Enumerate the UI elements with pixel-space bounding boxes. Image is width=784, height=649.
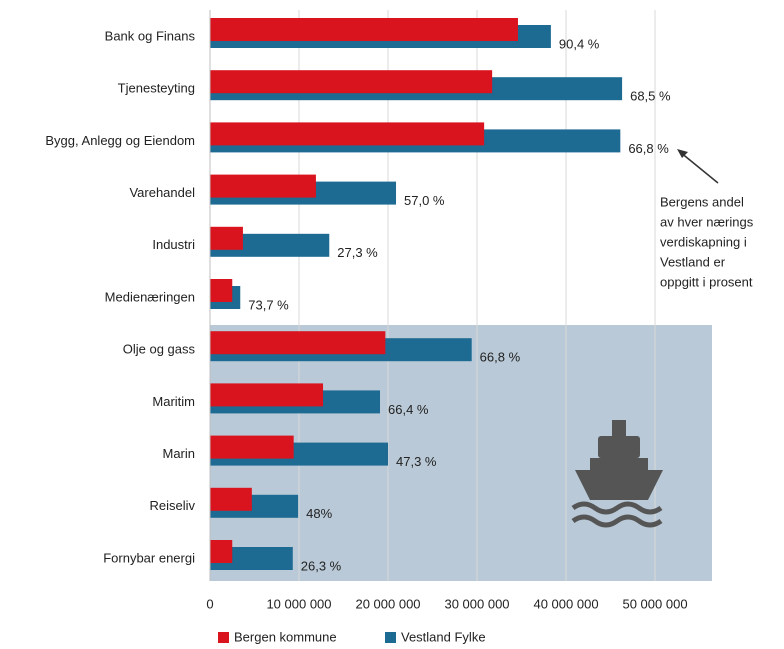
bar: [210, 174, 316, 198]
share-label: 68,5 %: [630, 89, 671, 104]
y-tick-label: Bygg, Anlegg og Eiendom: [45, 133, 195, 148]
share-label: 26,3 %: [301, 558, 342, 573]
bar: [210, 279, 233, 302]
legend-swatch: [218, 632, 229, 643]
annotation: Vestland er: [660, 254, 726, 269]
y-tick-label: Maritim: [152, 394, 195, 409]
bar: [210, 226, 243, 250]
x-tick-label: 10 000 000: [266, 596, 331, 611]
ship-icon: [571, 420, 663, 528]
bar: [210, 122, 485, 146]
x-tick-label: 0: [206, 596, 213, 611]
share-label: 90,4 %: [559, 36, 600, 51]
y-tick-label: Bank og Finans: [105, 28, 196, 43]
annotation-arrowhead: [677, 149, 688, 158]
bar: [210, 540, 233, 563]
annotation: Bergens andel: [660, 194, 744, 209]
share-label: 47,3 %: [396, 454, 437, 469]
share-label: 73,7 %: [248, 297, 289, 312]
y-tick-label: Medienæringen: [105, 289, 195, 304]
share-label: 27,3 %: [337, 245, 378, 260]
bar: [210, 383, 324, 407]
legend-swatch: [385, 632, 396, 643]
annotation: av hver nærings: [660, 214, 754, 229]
share-label: 48%: [306, 506, 332, 521]
share-label: 66,8 %: [628, 141, 669, 156]
y-tick-label: Fornybar energi: [103, 550, 195, 565]
y-tick-label: Marin: [162, 446, 195, 461]
legend-label: Bergen kommune: [234, 629, 337, 644]
bar: [210, 435, 294, 459]
y-tick-label: Tjenesteyting: [118, 81, 195, 96]
bar: [210, 487, 252, 511]
share-label: 57,0 %: [404, 193, 445, 208]
x-tick-label: 50 000 000: [622, 596, 687, 611]
annotation: oppgitt i prosent: [660, 274, 753, 289]
y-tick-label: Reiseliv: [149, 498, 195, 513]
share-label: 66,8 %: [480, 350, 521, 365]
bar: [210, 331, 386, 355]
bars: [210, 18, 623, 570]
annotation: verdiskapning i: [660, 234, 747, 249]
x-tick-label: 40 000 000: [533, 596, 598, 611]
bar: [210, 70, 493, 94]
annotation-arrow: [679, 151, 719, 184]
y-tick-label: Varehandel: [129, 185, 195, 200]
y-tick-label: Olje og gass: [123, 342, 196, 357]
bar: [210, 18, 518, 41]
x-tick-label: 20 000 000: [355, 596, 420, 611]
y-tick-label: Industri: [152, 237, 195, 252]
share-label: 66,4 %: [388, 402, 429, 417]
x-tick-label: 30 000 000: [444, 596, 509, 611]
legend-label: Vestland Fylke: [401, 629, 486, 644]
